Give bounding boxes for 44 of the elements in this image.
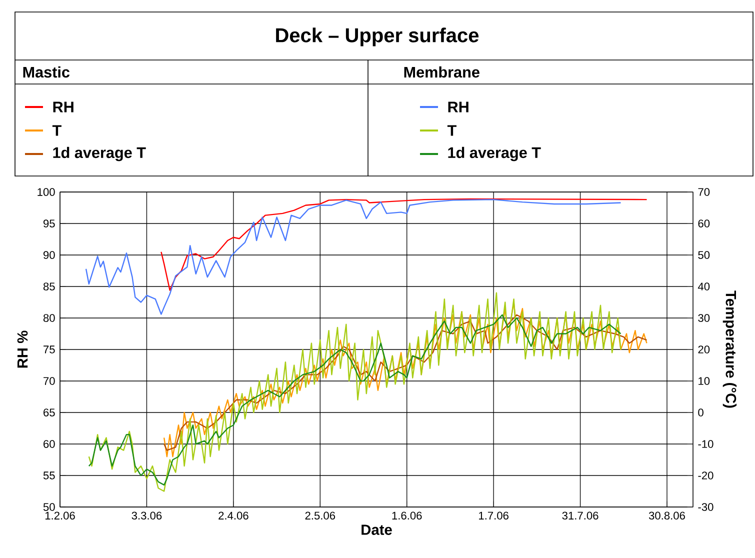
y-axis-title: RH %: [17, 330, 28, 368]
y2-tick-label: 60: [698, 220, 710, 228]
legend-label: RH: [53, 102, 74, 112]
legend-label: T: [447, 125, 456, 136]
y-tick-label: 100: [38, 188, 55, 196]
y-tick-label: 75: [44, 346, 55, 354]
line-series: [160, 198, 648, 291]
legend-label: RH: [448, 102, 468, 112]
x-tick-label: 1.2.06: [45, 512, 75, 520]
x-tick-label: 2.5.06: [305, 512, 336, 520]
text: Membrane: [404, 66, 480, 78]
y2-tick-label: 20: [698, 346, 710, 354]
y-tick-label: 65: [44, 408, 55, 416]
x-tick-label: 30.8.06: [648, 512, 685, 520]
x-tick-label: 31.7.06: [562, 512, 598, 520]
y-tick-label: 50: [43, 503, 55, 511]
x-tick-label: 2.4.06: [218, 512, 248, 520]
y-tick-label: 60: [44, 440, 55, 448]
y2-axis-title: Temperature (°C): [722, 290, 737, 408]
y2-tick-label: 70: [698, 188, 710, 196]
y-tick-label: 95: [44, 220, 55, 228]
y2-tick-label: -20: [698, 472, 714, 480]
y2-tick-label: 30: [698, 314, 710, 322]
y-tick-label: 55: [43, 472, 55, 480]
y2-tick-label: 50: [698, 251, 710, 259]
chart-title: Deck – Upper surface: [276, 28, 479, 46]
y-tick-label: 85: [43, 282, 55, 290]
text: Mastic: [23, 66, 70, 78]
legend-label: T: [52, 125, 62, 136]
y-tick-label: 90: [44, 251, 55, 259]
y-tick-label: 70: [44, 377, 55, 385]
line-series: [85, 198, 622, 315]
legend-label: 1d average T: [448, 146, 541, 162]
y2-tick-label: 40: [698, 282, 710, 290]
x-tick-label: 3.3.06: [132, 512, 162, 520]
x-tick-label: 1.7.06: [479, 512, 508, 520]
y2-tick-label: -10: [698, 440, 714, 448]
y2-tick-label: -30: [698, 503, 714, 511]
y-tick-label: 80: [43, 314, 55, 322]
legend-label: 1d average T: [53, 146, 146, 162]
x-tick-label: 1.6.06: [392, 512, 422, 520]
y2-tick-label: 10: [698, 377, 710, 385]
x-axis-title: Date: [362, 524, 392, 535]
y2-tick-label: 0: [698, 408, 704, 416]
